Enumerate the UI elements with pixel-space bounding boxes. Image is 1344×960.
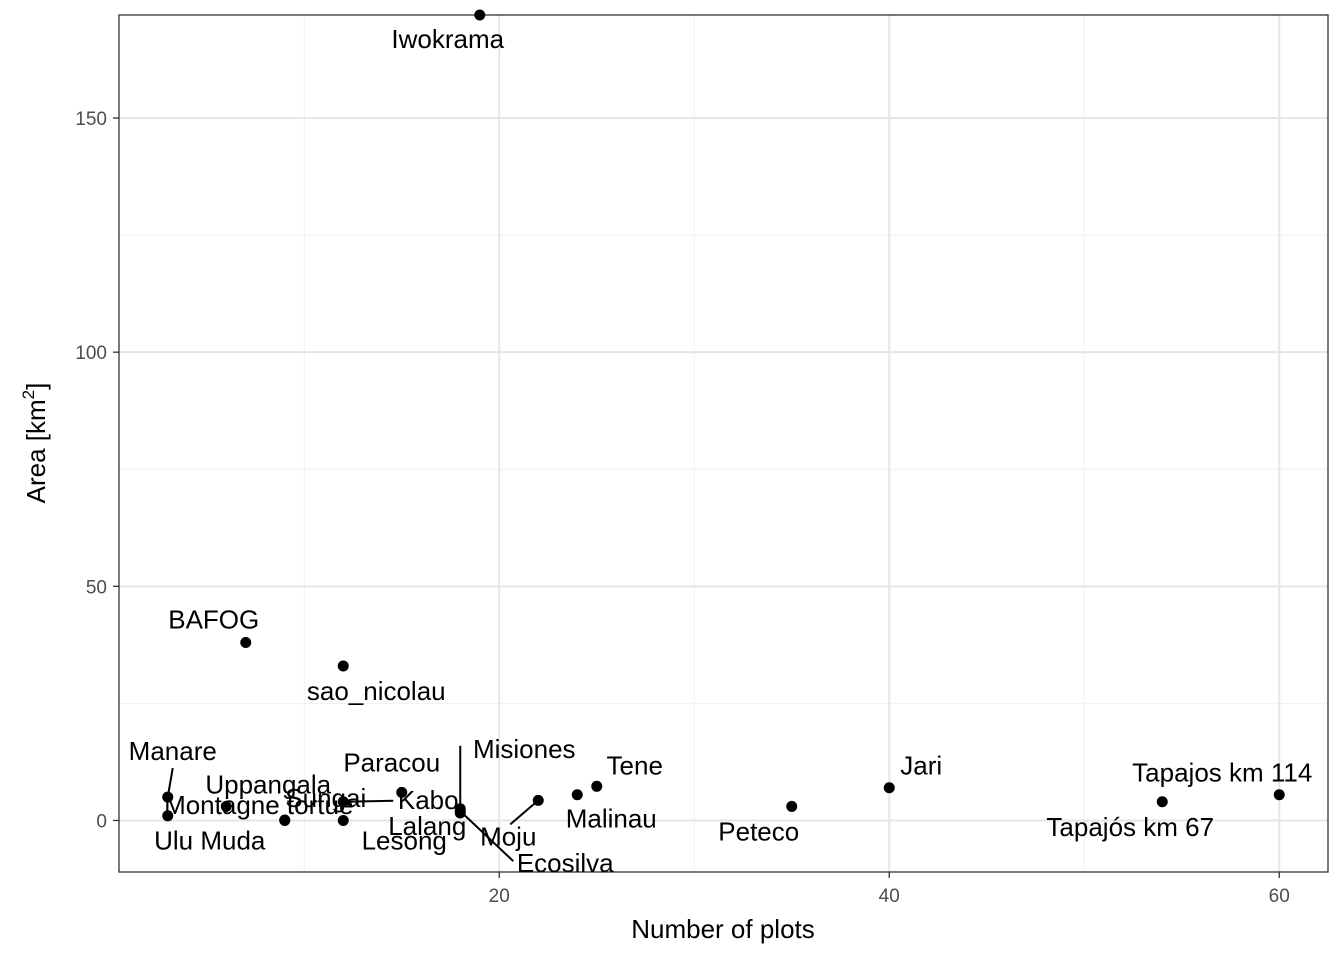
point-label: Ecosilva <box>517 848 614 878</box>
point-label: Jari <box>900 751 942 781</box>
data-point <box>220 800 232 812</box>
point-label: Paracou <box>343 747 440 777</box>
data-point <box>571 789 583 801</box>
y-tick-label: 0 <box>96 811 107 832</box>
point-label: Lesong <box>362 825 447 855</box>
point-label: Sungai <box>285 783 366 813</box>
plot-panel-border <box>118 14 1329 873</box>
data-point <box>883 782 895 794</box>
point-label: Tene <box>607 750 663 780</box>
point-label: Iwokrama <box>391 24 504 54</box>
point-label: Uppangala <box>205 769 331 799</box>
point-label: Lalang <box>388 811 466 841</box>
data-point <box>337 814 349 826</box>
label-connector <box>343 799 394 803</box>
point-label: Tapajos km 114 <box>1132 758 1312 788</box>
data-points <box>162 9 1285 826</box>
grid-lines <box>119 15 1328 872</box>
x-axis-title: Number of plots <box>631 914 815 944</box>
data-point <box>786 800 798 812</box>
data-point <box>1273 789 1285 801</box>
y-axis-title-superscript: 2 <box>19 390 38 399</box>
data-point <box>279 814 291 826</box>
y-axis-title-main: Area [km <box>21 399 51 503</box>
data-point <box>162 810 174 822</box>
y-tick-label: 100 <box>75 343 107 364</box>
x-tick-label: 40 <box>879 886 900 907</box>
point-label: Peteco <box>718 816 799 846</box>
data-point <box>454 805 466 817</box>
point-label: Montagne tortue <box>164 790 353 820</box>
point-label: Manare <box>129 736 217 766</box>
label-connector <box>459 810 514 862</box>
x-tick-label: 60 <box>1269 886 1290 907</box>
y-tick-label: 50 <box>86 577 107 598</box>
label-connector <box>509 799 539 826</box>
point-label: Kabo <box>398 785 459 815</box>
x-tick-label: 20 <box>489 886 510 907</box>
point-label: sao_nicolau <box>307 676 446 706</box>
y-tick-label: 150 <box>75 109 107 130</box>
point-label: Moju <box>480 821 536 851</box>
data-point <box>1156 796 1168 808</box>
data-point <box>396 786 408 798</box>
point-label: Ulu Muda <box>154 825 266 855</box>
data-point <box>162 791 174 803</box>
point-label: BAFOG <box>168 605 259 635</box>
point-label: Tapajós km 67 <box>1046 812 1214 842</box>
y-axis-title: Area [km2] <box>19 383 51 504</box>
data-point <box>240 637 252 649</box>
data-point <box>337 796 349 808</box>
y-axis-title-suffix: ] <box>21 383 51 390</box>
data-point <box>337 660 349 672</box>
data-point <box>532 794 544 806</box>
label-connectors <box>166 745 539 862</box>
data-point <box>591 780 603 792</box>
point-label: Misiones <box>473 734 576 764</box>
axes: 20 40 60 0 50 100 150 <box>75 109 1290 907</box>
point-label: Malinau <box>566 804 657 834</box>
data-point <box>474 9 486 21</box>
